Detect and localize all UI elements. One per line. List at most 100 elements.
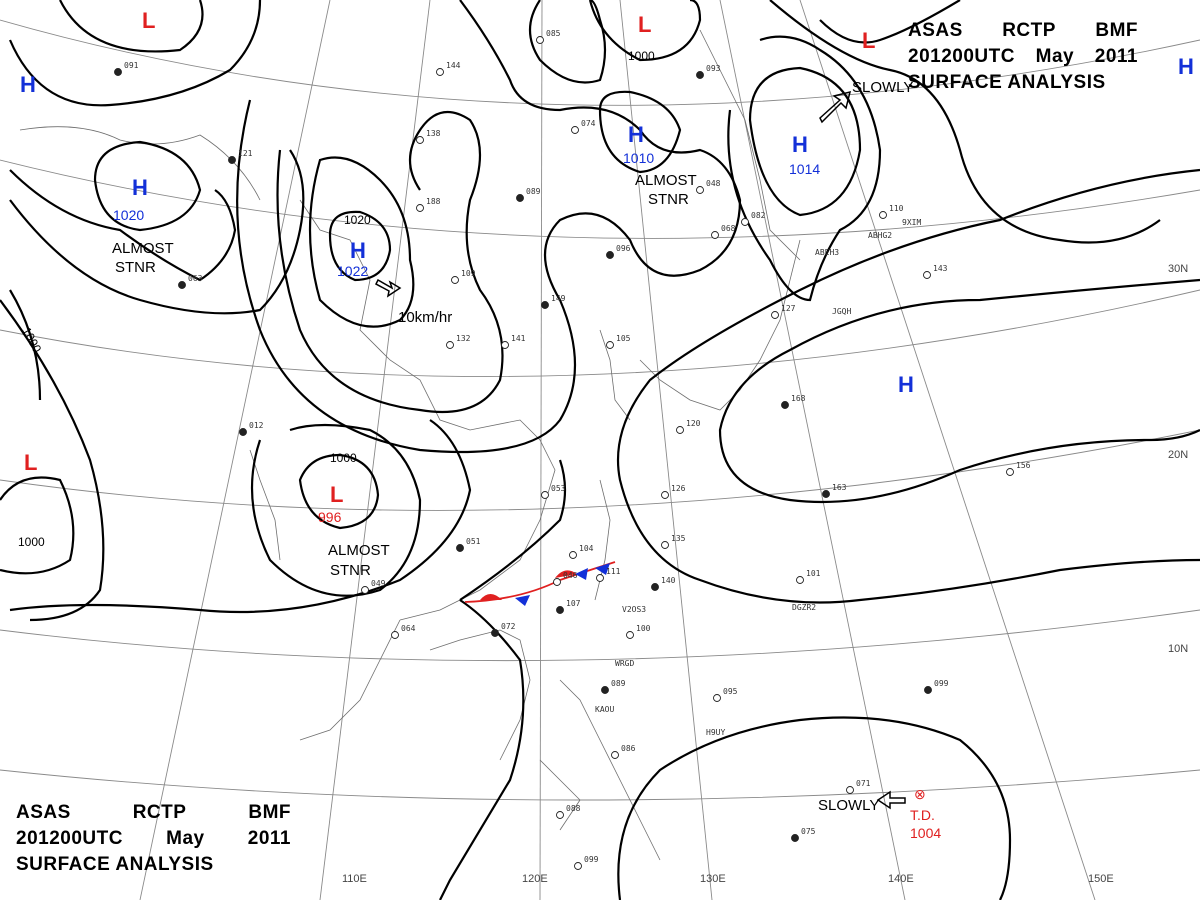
station-circle [391,631,399,639]
station-circle [713,694,721,702]
station-pressure: 074 [581,119,596,128]
ship-ids: ABEH3 ABHG2 JGQH 9XIM DGZR2 V2OS3 KAOU H… [595,218,921,737]
title-agency: ASAS [16,802,71,823]
high-symbol: H [628,122,644,147]
td-label: T.D. [910,807,935,823]
title-month: May [1035,46,1075,67]
station-circle [596,574,604,582]
station-pressure: 156 [1016,461,1031,470]
station-pressure: 068 [721,224,736,233]
high-symbol: H [1178,54,1194,79]
title-time: 201200UTC [908,46,1015,67]
station-pressure: 053 [551,484,566,493]
station-pressure: 132 [456,334,471,343]
chart-title-top: ASAS RCTP BMF 201200UTC May 2011 SURFACE ANA… [908,18,1138,96]
td-symbol: ⊗ [914,786,926,802]
station-pressure: 138 [426,129,441,138]
station-pressure: 095 [723,687,738,696]
chart-notes: ALMOST STNR ALMOST STNR ALMOST STNR SLOW… [112,79,913,814]
chart-title-bottom: ASAS RCTP BMF 201200UTC May 2011 SURFACE ANA… [16,800,291,878]
low-symbol: L [142,8,155,33]
station-circle [771,311,779,319]
longitude-label: 140E [888,873,914,885]
low-symbol: L [24,450,37,475]
station-pressure: 064 [401,624,416,633]
isobar-label: 1020 [344,213,371,227]
longitude-label: 120E [522,873,548,885]
station-circle [556,811,564,819]
station-circle [606,341,614,349]
station-circle [796,576,804,584]
station-pressure: 140 [661,576,676,585]
station-circle [456,544,464,552]
station-circle [446,341,454,349]
station-circle [626,631,634,639]
station-pressure: 111 [606,567,621,576]
station-pressure: 149 [551,294,566,303]
station-circle [178,281,186,289]
title-month: May [166,828,205,849]
station-pressure: 093 [706,64,721,73]
station-circle [516,194,524,202]
station-circle [676,426,684,434]
station-circle [436,68,444,76]
station-circle [571,126,579,134]
station-pressure: 099 [584,855,599,864]
low-symbol: L [862,28,875,53]
station-pressure: 086 [621,744,636,753]
station-circle [416,204,424,212]
station-circle [114,68,122,76]
station-pressure: 091 [124,61,139,70]
station-pressure: 072 [501,622,516,631]
station-pressure: 096 [616,244,631,253]
station-circle [741,218,749,226]
td-value: 1004 [910,825,941,841]
station-circle [416,136,424,144]
longitude-label: 130E [700,873,726,885]
station-circle [879,211,887,219]
station-pressure: 089 [526,187,541,196]
station-circle [661,491,669,499]
station-circle [846,786,854,794]
ship-id: ABEH3 [815,248,839,257]
station-circle [501,341,509,349]
station-circle [696,186,704,194]
latitude-label: 20N [1168,449,1188,461]
station-circle [822,490,830,498]
title-station: RCTP [132,802,187,823]
station-pressure: 012 [249,421,264,430]
high-value: 1022 [337,263,368,279]
station-pressure: 099 [934,679,949,688]
station-circle [611,751,619,759]
title-time: 201200UTC [16,828,123,849]
low-symbol: L [638,12,651,37]
latitude-label: 30N [1168,263,1188,275]
ship-id: DGZR2 [792,603,816,612]
station-pressure: 107 [566,599,581,608]
graticule-labels: 110E 120E 130E 140E 150E 30N 20N 10N [342,263,1188,885]
station-circle [601,686,609,694]
station-pressure: 168 [791,394,806,403]
parallel-lines [0,19,1200,801]
isobar-label: 1000 [628,49,655,63]
ship-id: 9XIM [902,218,921,227]
almost-stnr-label: STNR [330,562,371,579]
station-pressure: 075 [801,827,816,836]
station-circle [696,71,704,79]
station-circle [536,36,544,44]
station-circle [228,156,236,164]
station-pressure: 071 [856,779,871,788]
station-pressure: 143 [933,264,948,273]
station-pressure: 110 [889,204,904,213]
high-value: 1014 [789,161,820,177]
ship-id: KAOU [595,705,614,714]
station-circle [491,629,499,637]
almost-stnr-label: ALMOST [328,542,390,559]
station-pressure: 141 [511,334,526,343]
station-circle [574,862,582,870]
title-type: SURFACE ANALYSIS [908,72,1106,93]
station-circle [556,606,564,614]
slowly-label: SLOWLY [852,79,913,96]
